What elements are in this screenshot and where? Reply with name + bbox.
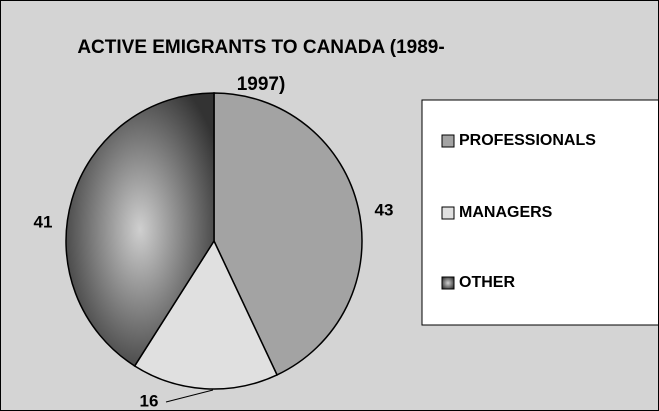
legend-label: OTHER bbox=[459, 274, 515, 291]
pie-slice bbox=[133, 239, 279, 390]
pie-slice bbox=[213, 92, 363, 376]
chart-title: ACTIVE EMIGRANTS TO CANADA (1989-1997) bbox=[77, 37, 445, 95]
legend-swatch bbox=[441, 134, 455, 148]
legend-label: MANAGERS bbox=[459, 204, 553, 221]
legend-label: PROFESSIONALS bbox=[459, 132, 596, 149]
data-label: 16 bbox=[140, 391, 159, 410]
legend-swatch bbox=[441, 276, 455, 290]
leader-line bbox=[165, 389, 214, 403]
data-label: 43 bbox=[375, 200, 394, 219]
legend-box bbox=[421, 99, 658, 326]
legend-swatch bbox=[441, 206, 455, 220]
data-label: 41 bbox=[34, 212, 53, 231]
pie-slice bbox=[65, 92, 215, 367]
